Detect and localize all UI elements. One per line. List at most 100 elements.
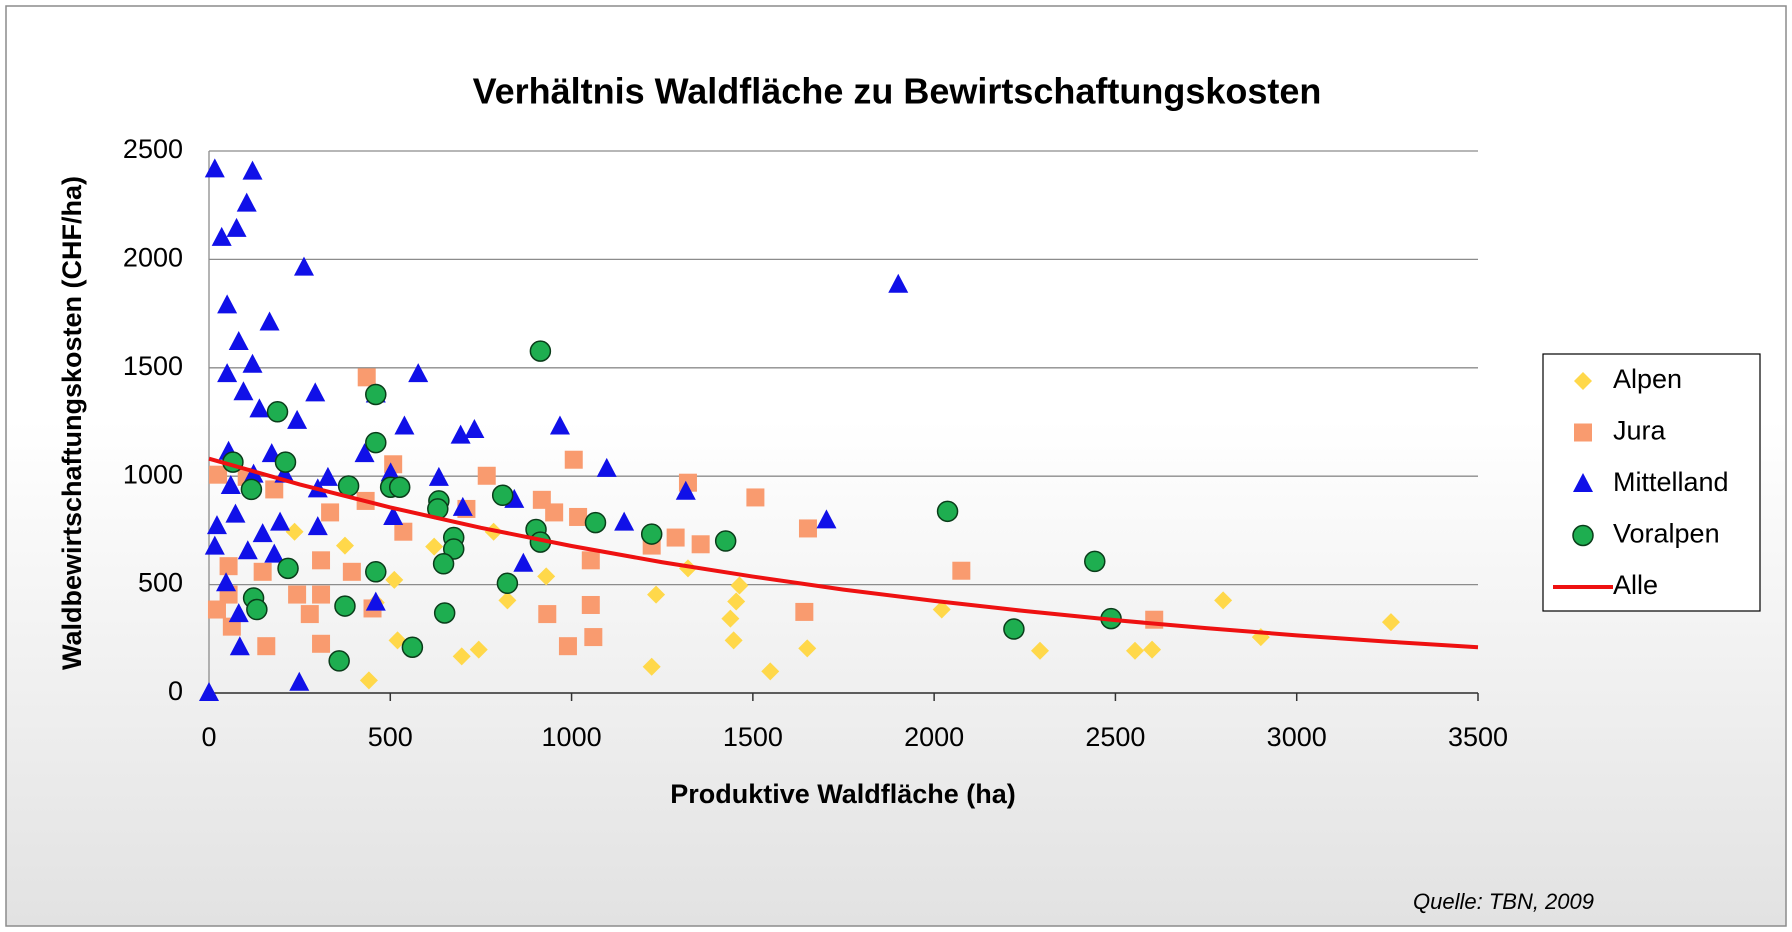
triangle-marker	[236, 192, 257, 212]
legend-label: Alle	[1613, 570, 1658, 600]
circle-marker	[1003, 618, 1025, 640]
diamond-marker	[727, 592, 746, 611]
y-axis-label: Waldbewirtschaftungskosten (CHF/ha)	[57, 176, 87, 670]
square-marker	[477, 466, 496, 485]
triangle-marker	[220, 474, 241, 494]
x-tick-label: 1000	[542, 722, 602, 752]
legend-label: Voralpen	[1613, 519, 1720, 549]
square-marker	[257, 637, 276, 656]
triangle-marker	[252, 523, 273, 543]
diamond-marker	[335, 536, 354, 555]
triangle-marker	[380, 462, 401, 482]
square-marker	[288, 585, 307, 604]
triangle-marker	[204, 535, 225, 555]
diamond-marker	[1381, 613, 1400, 632]
circle-marker	[584, 511, 607, 534]
diamond-marker	[1574, 372, 1592, 390]
chart-title: Verhältnis Waldfläche zu Bewirtschaftung…	[473, 71, 1322, 112]
triangle-marker	[305, 382, 326, 402]
triangle-marker	[233, 381, 254, 401]
diamond-marker	[537, 567, 556, 586]
triangle-marker	[228, 331, 249, 351]
circle-marker	[266, 401, 289, 423]
circle-marker	[365, 561, 387, 583]
triangle-marker	[675, 480, 696, 500]
triangle-marker	[596, 457, 617, 477]
square-marker	[691, 535, 710, 554]
triangle-marker	[408, 363, 429, 383]
triangle-marker	[237, 540, 258, 560]
x-tick-label: 2000	[904, 722, 964, 752]
y-tick-label: 1500	[123, 351, 183, 381]
diamond-marker	[730, 576, 749, 595]
square-marker	[746, 488, 765, 507]
triangle-marker	[217, 294, 238, 314]
circle-marker	[240, 478, 263, 501]
diamond-marker	[1214, 591, 1233, 610]
circle-marker	[491, 484, 514, 507]
y-tick-label: 1000	[123, 459, 183, 489]
circle-marker	[401, 636, 424, 659]
triangle-marker	[354, 443, 375, 463]
square-marker	[265, 480, 284, 499]
square-marker	[1574, 423, 1592, 442]
circle-marker	[496, 572, 519, 595]
circle-marker	[529, 340, 552, 362]
triangle-marker	[287, 409, 308, 429]
x-tick-label: 500	[368, 722, 413, 752]
square-marker	[569, 507, 588, 526]
y-tick-label: 2500	[123, 134, 183, 164]
y-tick-label: 0	[168, 676, 183, 706]
legend-label: Jura	[1613, 416, 1667, 446]
triangle-marker	[199, 682, 219, 701]
triangle-marker	[549, 415, 570, 435]
legend-label: Mittelland	[1613, 467, 1729, 497]
triangle-marker	[217, 363, 238, 383]
square-marker	[581, 595, 600, 614]
y-tick-label: 2000	[123, 243, 183, 273]
diamond-marker	[425, 537, 444, 556]
triangle-marker	[888, 273, 909, 293]
triangle-marker	[365, 591, 386, 611]
circle-marker	[442, 538, 465, 560]
square-marker	[209, 465, 228, 484]
diamond-marker	[932, 600, 951, 619]
square-marker	[312, 585, 331, 604]
square-marker	[394, 522, 413, 541]
triangle-marker	[229, 636, 250, 656]
diamond-marker	[469, 640, 488, 659]
circle-marker	[328, 650, 350, 672]
circle-marker	[274, 451, 297, 473]
circle-marker	[365, 431, 387, 454]
square-marker	[666, 528, 685, 547]
square-marker	[564, 450, 583, 469]
diamond-marker	[359, 671, 378, 690]
x-tick-label: 3500	[1448, 722, 1508, 752]
diamond-marker	[721, 609, 740, 628]
y-tick-label: 500	[138, 568, 183, 598]
diamond-marker	[642, 657, 661, 676]
circle-marker	[1084, 550, 1106, 573]
x-tick-label: 2500	[1085, 722, 1145, 752]
diamond-marker	[498, 591, 517, 610]
triangle-marker	[206, 515, 227, 535]
square-marker	[312, 551, 331, 570]
circle-marker	[277, 557, 299, 580]
square-marker	[581, 551, 600, 570]
triangle-marker	[513, 552, 534, 572]
triangle-marker	[614, 511, 635, 531]
triangle-marker	[428, 466, 449, 486]
diamond-marker	[761, 662, 780, 681]
x-tick-label: 0	[201, 722, 216, 752]
triangle-marker	[307, 516, 328, 536]
circle-marker	[432, 553, 455, 575]
square-marker	[545, 503, 564, 522]
source-note: Quelle: TBN, 2009	[1413, 889, 1594, 914]
triangle-marker	[1573, 473, 1593, 492]
circle-marker	[365, 383, 387, 406]
square-marker	[795, 602, 814, 621]
square-marker	[219, 557, 238, 576]
diamond-marker	[285, 522, 304, 541]
